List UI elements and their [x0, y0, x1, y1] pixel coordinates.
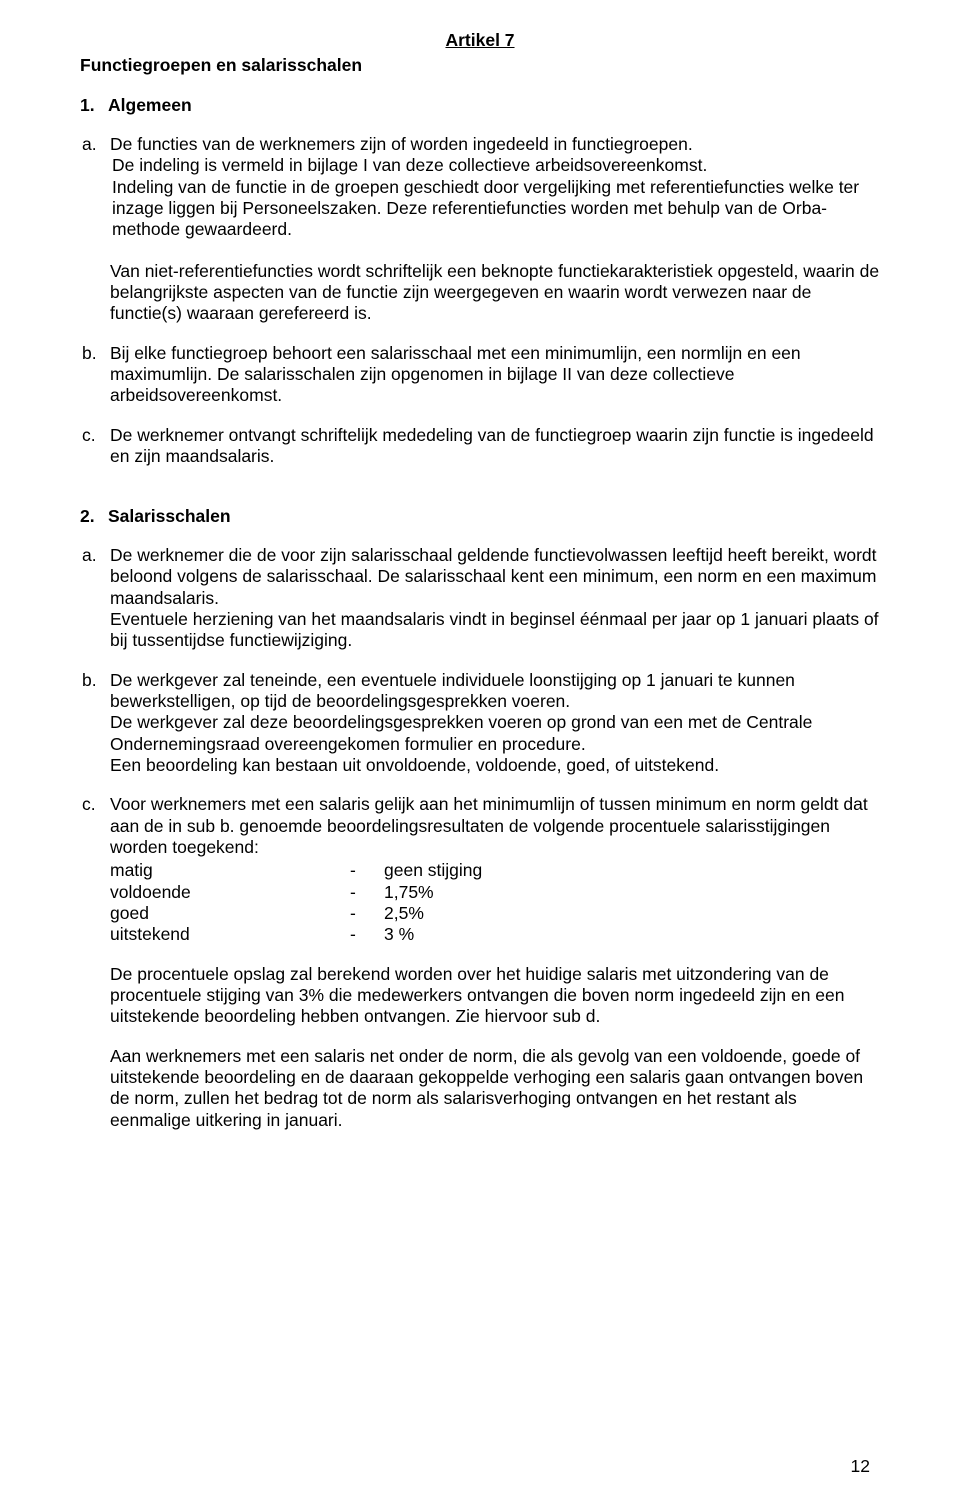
document-page: Artikel 7 Functiegroepen en salarisschal… — [0, 0, 960, 1499]
item-2b-p3: Een beoordeling kan bestaan uit onvoldoe… — [110, 755, 719, 775]
rating-dash: - — [350, 903, 384, 924]
article-title: Artikel 7 — [80, 30, 880, 51]
section-1-header: 1. Algemeen — [80, 95, 880, 116]
table-row: matig - geen stijging — [110, 860, 880, 881]
section-1-number: 1. — [80, 95, 108, 116]
document-heading: Functiegroepen en salarisschalen — [80, 55, 880, 76]
item-2b-p1: De werkgever zal teneinde, een eventuele… — [110, 670, 795, 711]
table-row: goed - 2,5% — [110, 903, 880, 924]
rating-value: geen stijging — [384, 860, 880, 881]
item-1b-body: Bij elke functiegroep behoort een salari… — [110, 343, 880, 407]
rating-label: matig — [110, 860, 350, 881]
item-2b-letter: b. — [80, 670, 110, 777]
section-1-title: Algemeen — [108, 95, 192, 116]
item-2a-letter: a. — [80, 545, 110, 652]
item-1c: c. De werknemer ontvangt schriftelijk me… — [80, 425, 880, 468]
rating-value: 2,5% — [384, 903, 880, 924]
ratings-table: matig - geen stijging voldoende - 1,75% … — [110, 860, 880, 945]
item-1b-letter: b. — [80, 343, 110, 407]
item-1b: b. Bij elke functiegroep behoort een sal… — [80, 343, 880, 407]
item-2a-p2: Eventuele herziening van het maandsalari… — [110, 609, 879, 650]
item-2a-body: De werknemer die de voor zijn salarissch… — [110, 545, 880, 652]
rating-dash: - — [350, 924, 384, 945]
rating-dash: - — [350, 860, 384, 881]
item-1c-letter: c. — [80, 425, 110, 468]
item-1c-body: De werknemer ontvangt schriftelijk meded… — [110, 425, 880, 468]
section-2-header: 2. Salarisschalen — [80, 506, 880, 527]
rating-label: voldoende — [110, 882, 350, 903]
item-2b: b. De werkgever zal teneinde, een eventu… — [80, 670, 880, 777]
item-1a-body: De functies van de werknemers zijn of wo… — [110, 134, 880, 155]
rating-label: uitstekend — [110, 924, 350, 945]
section-2-number: 2. — [80, 506, 108, 527]
item-1a-para2: Van niet-referentiefuncties wordt schrif… — [110, 261, 880, 325]
item-2b-body: De werkgever zal teneinde, een eventuele… — [110, 670, 880, 777]
item-2c-p2: De procentuele opslag zal berekend worde… — [110, 964, 880, 1028]
section-2-title: Salarisschalen — [108, 506, 231, 527]
item-1a-letter: a. — [80, 134, 110, 155]
item-2b-p2: De werkgever zal deze beoordelingsgespre… — [110, 712, 812, 753]
item-2c: c. Voor werknemers met een salaris gelij… — [80, 794, 880, 858]
rating-dash: - — [350, 882, 384, 903]
rating-value: 3 % — [384, 924, 880, 945]
rating-label: goed — [110, 903, 350, 924]
table-row: voldoende - 1,75% — [110, 882, 880, 903]
rating-value: 1,75% — [384, 882, 880, 903]
item-2c-intro: Voor werknemers met een salaris gelijk a… — [110, 794, 880, 858]
item-1a: a. De functies van de werknemers zijn of… — [80, 134, 880, 155]
page-number: 12 — [851, 1456, 870, 1477]
item-2c-p3: Aan werknemers met een salaris net onder… — [110, 1046, 880, 1131]
item-2a-p1: De werknemer die de voor zijn salarissch… — [110, 545, 877, 608]
item-2a: a. De werknemer die de voor zijn salaris… — [80, 545, 880, 652]
table-row: uitstekend - 3 % — [110, 924, 880, 945]
item-1a-continuation: De indeling is vermeld in bijlage I van … — [82, 155, 880, 240]
item-2c-letter: c. — [80, 794, 110, 858]
item-1a-line3: Indeling van de functie in de groepen ge… — [112, 177, 859, 240]
item-1a-p4: Van niet-referentiefuncties wordt schrif… — [110, 261, 879, 324]
item-1a-line2: De indeling is vermeld in bijlage I van … — [112, 155, 707, 175]
item-1a-line1: De functies van de werknemers zijn of wo… — [110, 134, 693, 154]
